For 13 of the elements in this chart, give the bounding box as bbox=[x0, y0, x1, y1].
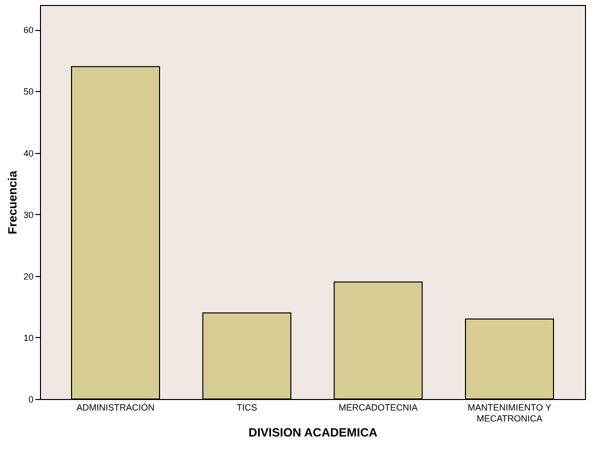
x-tick-label: MANTENIMIENTO Y MECATRONICA bbox=[468, 402, 552, 424]
y-tick-label: 10 bbox=[23, 332, 34, 343]
x-axis-title: DIVISION ACADEMICA bbox=[248, 426, 378, 440]
y-axis-title: Frecuencia bbox=[5, 170, 20, 234]
y-tick-label: 50 bbox=[23, 86, 34, 97]
x-tick-label: MERCADOTECNIA bbox=[338, 402, 418, 412]
y-tick-label: 20 bbox=[23, 271, 34, 282]
x-tick-label: ADMINISTRACIÓN bbox=[76, 402, 155, 412]
y-tick-label: 0 bbox=[28, 394, 34, 404]
y-tick-label: 40 bbox=[23, 148, 34, 158]
y-tick-label: 30 bbox=[23, 210, 34, 220]
x-tick-label: TICS bbox=[236, 402, 258, 412]
y-tick-label: 60 bbox=[23, 25, 34, 36]
